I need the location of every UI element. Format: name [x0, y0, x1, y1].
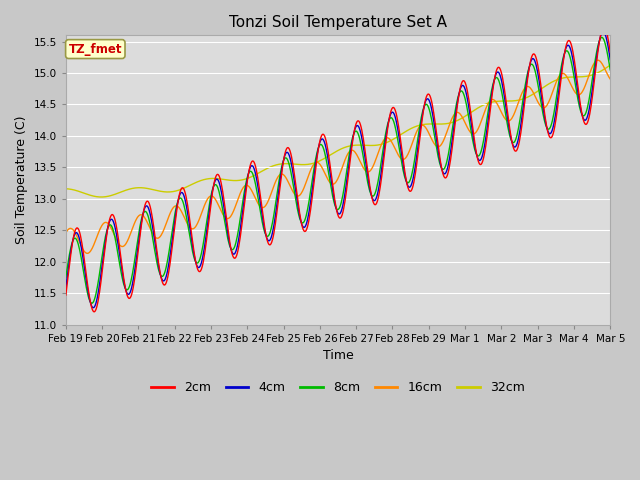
X-axis label: Time: Time	[323, 349, 353, 362]
Legend: 2cm, 4cm, 8cm, 16cm, 32cm: 2cm, 4cm, 8cm, 16cm, 32cm	[147, 376, 530, 399]
Y-axis label: Soil Temperature (C): Soil Temperature (C)	[15, 116, 28, 244]
Text: TZ_fmet: TZ_fmet	[68, 43, 122, 56]
Title: Tonzi Soil Temperature Set A: Tonzi Soil Temperature Set A	[229, 15, 447, 30]
